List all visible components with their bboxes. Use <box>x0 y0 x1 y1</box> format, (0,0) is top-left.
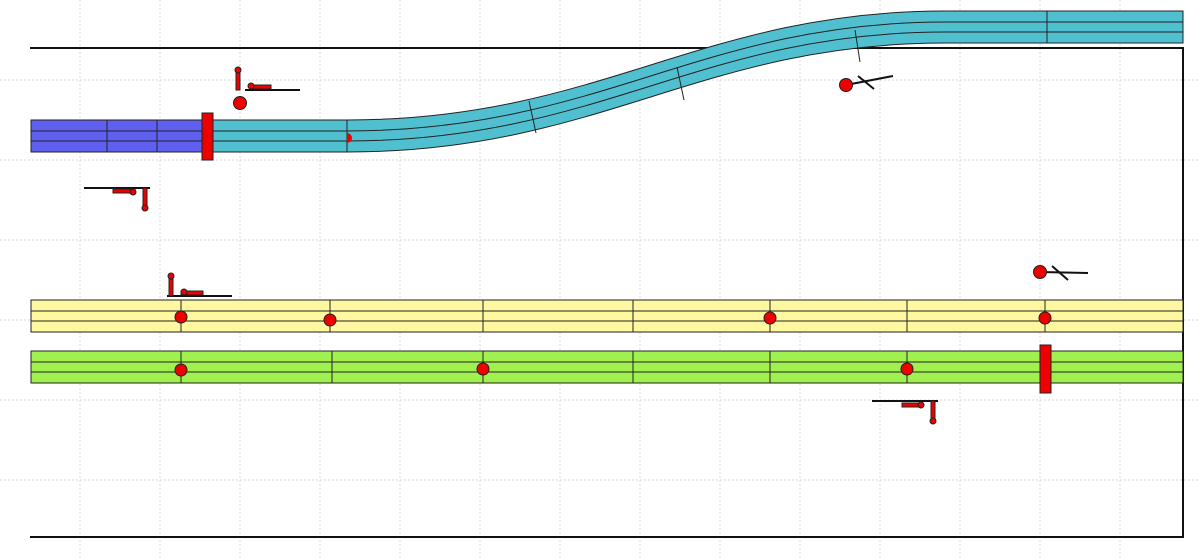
shape <box>1038 311 1052 325</box>
shape <box>206 10 1184 153</box>
signal[interactable] <box>84 187 150 212</box>
block-marker[interactable] <box>1039 344 1052 394</box>
shape <box>234 66 242 74</box>
shape <box>929 417 937 425</box>
shape <box>174 310 188 324</box>
shape <box>30 47 1184 538</box>
signal[interactable] <box>167 272 232 297</box>
shape <box>174 363 188 377</box>
shape <box>129 188 137 196</box>
shape <box>347 133 352 143</box>
shape <box>857 75 875 90</box>
shape <box>1039 271 1089 274</box>
shape <box>917 401 925 409</box>
shape <box>1051 265 1069 281</box>
track-cyan[interactable] <box>206 10 1184 153</box>
block-marker[interactable] <box>201 112 214 161</box>
shape <box>233 96 247 110</box>
shape <box>323 313 337 327</box>
shape <box>528 100 537 134</box>
shape <box>180 288 188 296</box>
shape <box>141 204 149 212</box>
shape <box>207 31 1183 142</box>
shape <box>30 299 1184 333</box>
shape <box>845 75 894 86</box>
shape <box>676 66 685 101</box>
shape <box>167 272 175 280</box>
shape <box>900 362 914 376</box>
shape <box>854 29 861 63</box>
signal[interactable] <box>872 400 938 425</box>
sensor[interactable] <box>1033 265 1089 281</box>
shape <box>247 82 255 90</box>
shape <box>1033 265 1047 279</box>
signal[interactable] <box>233 66 301 110</box>
sensor[interactable] <box>839 75 894 92</box>
track-yellow[interactable] <box>30 299 1184 333</box>
shape <box>839 78 853 92</box>
shape <box>207 21 1183 132</box>
shape <box>476 362 490 376</box>
shape <box>30 119 208 153</box>
shape <box>763 311 777 325</box>
border <box>30 47 1184 538</box>
shape <box>30 350 1184 384</box>
track-blue[interactable] <box>30 119 208 153</box>
track-green[interactable] <box>30 350 1184 384</box>
